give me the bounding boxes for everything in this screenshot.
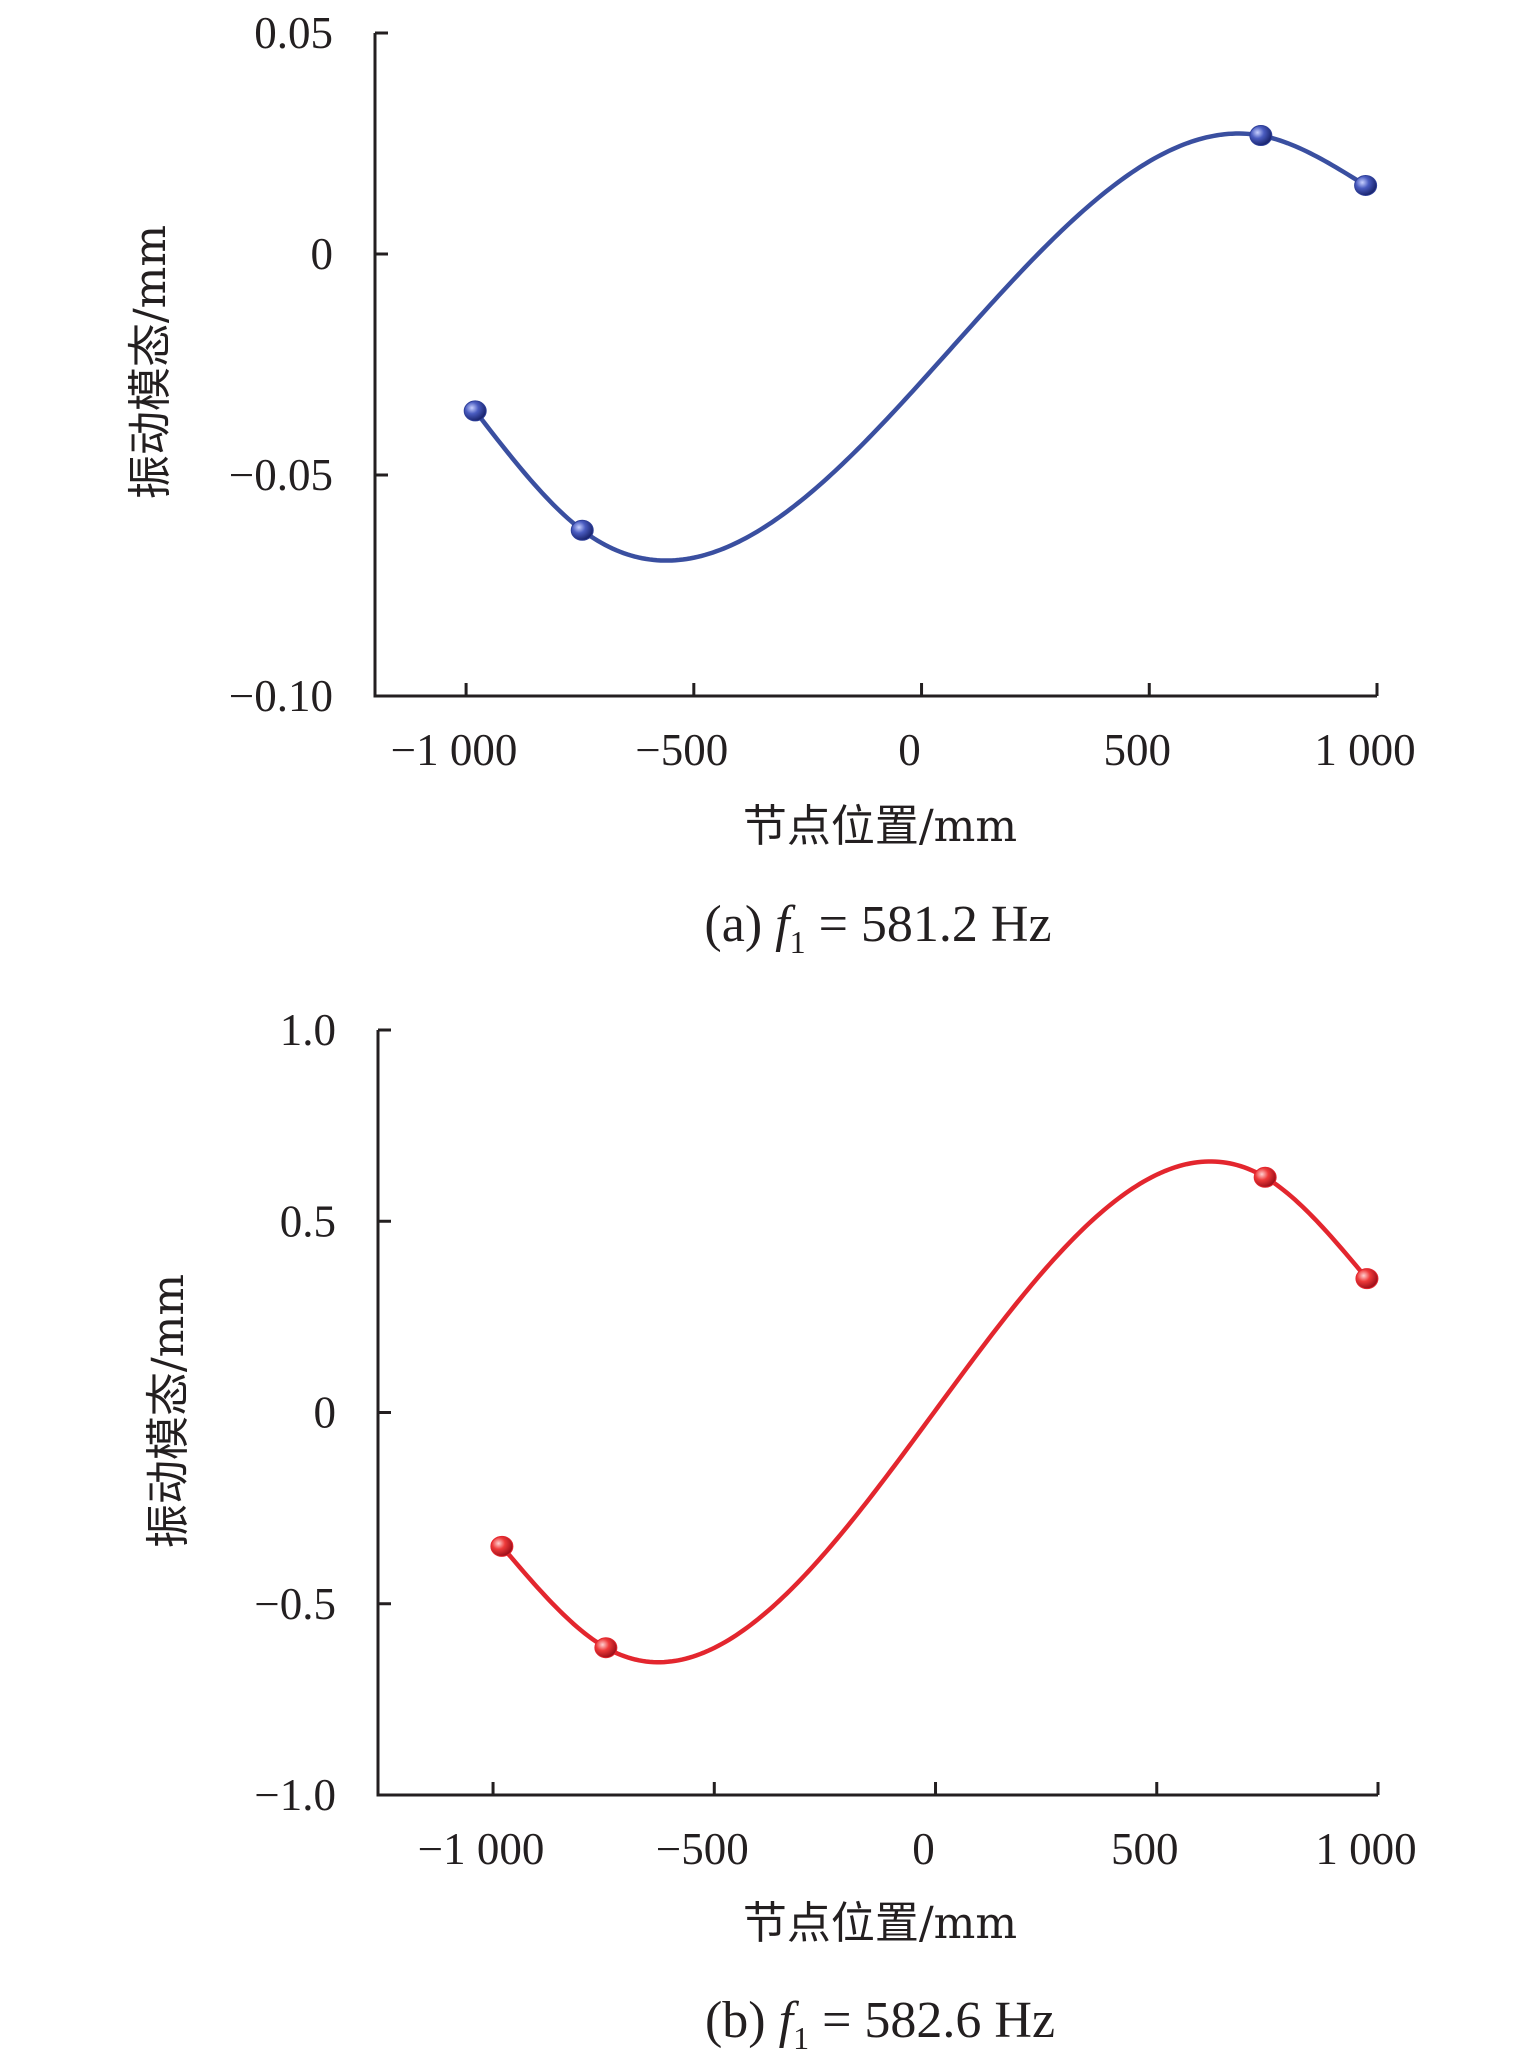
- x-ticks: −1 000 −500 0 500 1 000: [418, 1782, 1417, 1874]
- x-tick-label: −1 000: [391, 725, 518, 775]
- x-tick-label: −500: [656, 1824, 749, 1874]
- caption-prefix: (b): [705, 1992, 779, 2049]
- y-tick-label: −0.10: [229, 671, 333, 721]
- x-ticks: −1 000 −500 0 500 1 000: [391, 683, 1416, 775]
- y-tick-label: 0: [314, 1388, 337, 1438]
- caption: (a) f1 = 581.2 Hz: [704, 896, 1051, 960]
- caption: (b) f1 = 582.6 Hz: [705, 1992, 1055, 2056]
- series-line: [472, 131, 1368, 563]
- y-tick-label: −0.5: [254, 1579, 336, 1629]
- data-point: [490, 1535, 514, 1557]
- data-point: [463, 400, 487, 422]
- series-markers: [463, 125, 1378, 541]
- x-tick-label: 500: [1104, 725, 1172, 775]
- ylabel: 振动模态/mm: [125, 225, 176, 499]
- data-point: [1253, 1166, 1277, 1188]
- x-tick-label: 0: [898, 725, 921, 775]
- y-ticks: 0.05 0 −0.05 −0.10: [229, 8, 388, 721]
- data-point: [1355, 1268, 1379, 1290]
- caption-prefix: (a): [704, 896, 775, 953]
- x-tick-label: −1 000: [418, 1824, 545, 1874]
- y-tick-label: −0.05: [229, 450, 333, 500]
- xlabel: 节点位置/mm: [743, 1898, 1017, 1949]
- caption-f-subscript: 1: [793, 2020, 809, 2056]
- data-point: [1249, 125, 1273, 147]
- y-tick-label: 0.05: [254, 8, 333, 58]
- ylabel: 振动模态/mm: [143, 1274, 194, 1548]
- series-line: [499, 1159, 1370, 1665]
- data-point: [594, 1637, 618, 1659]
- y-ticks: 1.0 0.5 0 −0.5 −1.0: [254, 1005, 391, 1820]
- x-tick-label: −500: [635, 725, 728, 775]
- data-point: [1354, 174, 1378, 196]
- x-tick-label: 0: [912, 1824, 935, 1874]
- caption-suffix: = 581.2 Hz: [806, 896, 1052, 953]
- series-markers: [490, 1166, 1379, 1659]
- x-tick-label: 1 000: [1314, 725, 1415, 775]
- y-tick-label: −1.0: [254, 1770, 336, 1820]
- y-tick-label: 0.5: [280, 1196, 336, 1246]
- xlabel: 节点位置/mm: [743, 801, 1017, 852]
- chart-panel-b: 振动模态/mm 1.0 0.5 0 −0.5 −1.0 −1 000 −500 0 500 1 …: [143, 1005, 1417, 2056]
- data-point: [570, 519, 594, 541]
- chart-panel-a: 振动模态/mm 0.05 0 −0.05 −0.10 −1 000 −500 0 500 1 …: [125, 8, 1416, 960]
- caption-suffix: = 582.6 Hz: [809, 1992, 1055, 2049]
- y-tick-label: 0: [311, 229, 334, 279]
- y-tick-label: 1.0: [280, 1005, 336, 1055]
- x-tick-label: 1 000: [1315, 1824, 1416, 1874]
- caption-f-subscript: 1: [790, 924, 806, 960]
- x-tick-label: 500: [1111, 1824, 1179, 1874]
